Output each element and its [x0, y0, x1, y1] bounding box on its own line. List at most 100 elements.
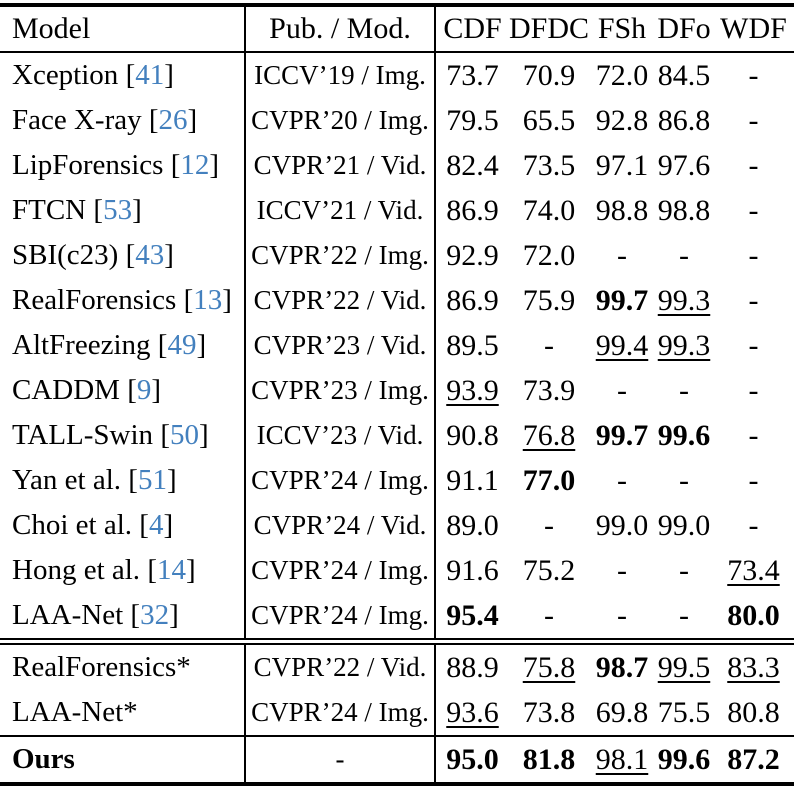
model-name: RealForensics*	[12, 651, 191, 683]
table-row: Yan et al. [51] CVPR’24 / Img. 91.1 77.0- - -	[0, 458, 794, 503]
pub-mod-cell: CVPR’24 / Img.	[245, 593, 436, 642]
value-cell-wdf: -	[748, 508, 759, 542]
cite-bracket-open: [	[183, 284, 194, 316]
pub-mod-cell: ICCV’19 / Img.	[245, 52, 436, 98]
cite-bracket-open: [	[93, 194, 104, 226]
model-name: Xception	[12, 59, 126, 91]
pub-mod-cell: CVPR’23 / Img.	[245, 368, 436, 413]
value-cell-wdf: -	[748, 328, 759, 362]
citation-link[interactable]: 13	[193, 284, 223, 316]
table-row: Hong et al. [14] CVPR’24 / Img. 91.6 75.2- -…	[0, 548, 794, 593]
pub-mod-cell: CVPR’22 / Vid.	[245, 278, 436, 323]
cite-bracket-close: ]	[164, 59, 174, 91]
value-cell-cdf: 93.9	[446, 373, 499, 407]
model-name: Ours	[12, 743, 75, 775]
citation-link[interactable]: 50	[169, 419, 199, 451]
table-row: RealForensics* CVPR’22 / Vid. 88.9 75.8 98.7…	[0, 638, 794, 690]
value-cell-wdf: -	[748, 193, 759, 227]
model-name: Hong et al.	[12, 554, 148, 586]
citation-link[interactable]: 14	[156, 554, 186, 586]
model-cell: AltFreezing [49]	[0, 323, 246, 368]
value-cell-dfdc: 75.8	[509, 638, 589, 690]
cite-bracket-close: ]	[166, 464, 177, 496]
value-cell-cdf: 89.0	[446, 508, 499, 542]
value-cell-fsh: 99.7	[595, 418, 649, 452]
cite-bracket-open: [	[170, 149, 181, 181]
value-cell-dfo: -	[679, 553, 689, 587]
citation-link[interactable]: 12	[180, 149, 210, 181]
value-cell-fsh: -	[617, 553, 627, 587]
header-metric-wdf: WDF	[713, 5, 794, 53]
cite-bracket-close: ]	[222, 284, 232, 316]
citation-link[interactable]: 4	[148, 509, 164, 541]
model-cell: RealForensics*	[0, 638, 246, 690]
header-pub-mod: Pub. / Mod.	[245, 5, 436, 53]
cite-bracket-close: ]	[132, 194, 142, 226]
cite-bracket-open: [	[125, 59, 136, 91]
citation-link[interactable]: 51	[137, 464, 167, 496]
value-cell-fsh: 98.1	[589, 735, 655, 784]
value-cell-dfo: 97.6	[657, 148, 711, 182]
value-cell-cdf: 73.7	[446, 58, 499, 92]
model-cell: LipForensics [12]	[0, 143, 246, 188]
citation-link[interactable]: 9	[136, 374, 152, 406]
cite-bracket-open: [	[125, 239, 136, 271]
value-cell-wdf: -	[748, 373, 759, 407]
value-cell-fsh: 99.7	[595, 283, 649, 317]
header-row: Model Pub. / Mod. CDF DFDC FSh DFo WDF	[0, 5, 794, 53]
value-cell-cdf: 95.4	[446, 598, 499, 632]
model-name: LAA-Net*	[12, 696, 138, 728]
table-row: Choi et al. [4] CVPR’24 / Vid. 89.0-99.0 99…	[0, 503, 794, 548]
model-cell: RealForensics [13]	[0, 278, 246, 323]
cite-bracket-open: [	[127, 374, 137, 406]
citation-link[interactable]: 32	[140, 599, 170, 631]
value-cell-fsh: -	[617, 598, 627, 632]
value-cell-cdf: 91.6	[446, 553, 499, 587]
pub-mod-cell: CVPR’24 / Img.	[245, 690, 436, 736]
pub-mod-cell: CVPR’24 / Vid.	[245, 503, 436, 548]
citation-link[interactable]: 49	[167, 329, 197, 361]
value-cell-fsh: 99.4	[595, 328, 649, 362]
table-row: SBI(c23) [43] CVPR’22 / Img. 92.9 72.0- - -	[0, 233, 794, 278]
value-cell-fsh: 69.8	[595, 695, 649, 729]
citation-link[interactable]: 43	[135, 239, 165, 271]
value-cell-dfo: 98.8	[657, 193, 711, 227]
value-cell-cdf: 90.8	[446, 418, 499, 452]
table-row: RealForensics [13] CVPR’22 / Vid. 86.9 75.9…	[0, 278, 794, 323]
header-metric-dfo: DFo	[655, 5, 713, 53]
table-row: CADDM [9] CVPR’23 / Img. 93.9 73.9- - -	[0, 368, 794, 413]
results-table: Model Pub. / Mod. CDF DFDC FSh DFo WDF X…	[0, 3, 794, 786]
pub-mod-cell: CVPR’23 / Vid.	[245, 323, 436, 368]
value-cell-dfo: 99.0	[657, 508, 711, 542]
value-cell-wdf: -	[748, 148, 759, 182]
value-cell-dfdc: -	[544, 328, 554, 362]
model-cell: TALL-Swin [50]	[0, 413, 246, 458]
cite-bracket-open: [	[130, 599, 141, 631]
cite-bracket-open: [	[147, 554, 157, 586]
citation-link[interactable]: 41	[135, 59, 165, 91]
model-name: TALL-Swin	[12, 419, 161, 451]
citation-link[interactable]: 53	[103, 194, 133, 226]
cite-bracket-open: [	[128, 464, 138, 496]
model-name: RealForensics	[12, 284, 184, 316]
value-cell-dfo: -	[679, 598, 689, 632]
table-row: Ours -95.0 81.8 98.1 99.6 87.2	[0, 735, 794, 784]
model-name: Choi et al.	[12, 509, 140, 541]
model-cell: LAA-Net*	[0, 690, 246, 736]
value-cell-wdf: -	[748, 103, 759, 137]
table-row: AltFreezing [49] CVPR’23 / Vid. 89.5 - 99.4 9…	[0, 323, 794, 368]
value-cell-fsh: -	[617, 238, 627, 272]
value-cell-dfo: 99.6	[655, 735, 713, 784]
value-cell-cdf: 89.5	[446, 328, 499, 362]
model-name: Face X-ray	[12, 104, 149, 136]
table-row: LAA-Net* CVPR’24 / Img. 93.6 73.8 69.8 75.5 80…	[0, 690, 794, 736]
cite-bracket-close: ]	[187, 104, 198, 136]
model-cell: Yan et al. [51]	[0, 458, 246, 503]
citation-link[interactable]: 26	[158, 104, 188, 136]
value-cell-dfo: 99.3	[657, 328, 711, 362]
pub-mod-cell: ICCV’21 / Vid.	[245, 188, 436, 233]
cite-bracket-close: ]	[164, 239, 174, 271]
section-reproduced: RealForensics* CVPR’22 / Vid. 88.9 75.8 98.7…	[0, 638, 794, 736]
header-metric-dfdc: DFDC	[509, 5, 589, 53]
cite-bracket-close: ]	[209, 149, 220, 181]
